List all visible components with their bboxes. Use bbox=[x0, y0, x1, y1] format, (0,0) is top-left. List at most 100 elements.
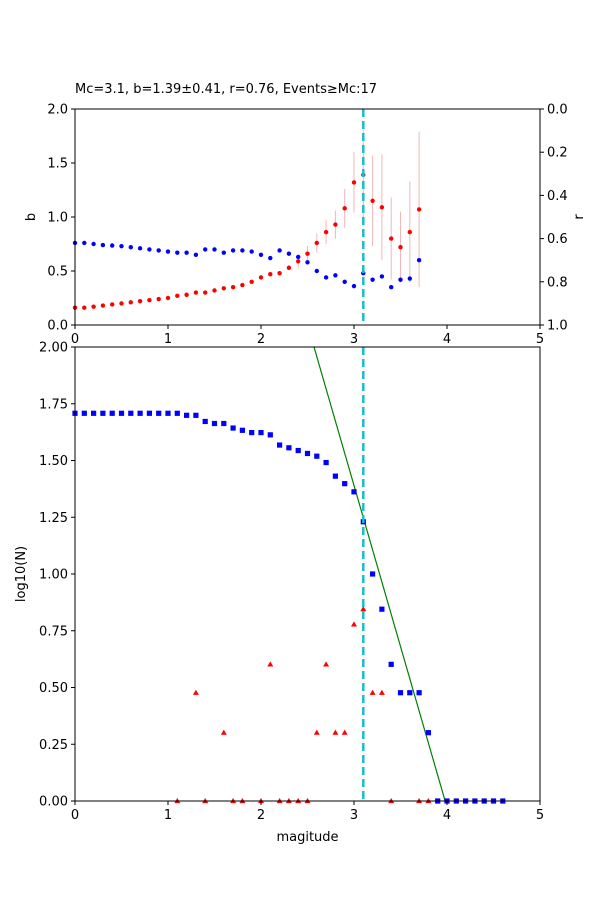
top-b-point bbox=[296, 259, 301, 264]
top-b-point bbox=[286, 265, 292, 270]
bottom-cumulative-point bbox=[230, 425, 236, 431]
bottom-cumulative-point bbox=[425, 730, 431, 736]
top-r-point bbox=[249, 249, 254, 254]
bottom-cumulative-point bbox=[239, 427, 245, 433]
top-b-point bbox=[156, 296, 161, 302]
top-b-point bbox=[212, 288, 217, 293]
bottom-cumulative-point bbox=[249, 429, 255, 436]
bottom-x-tick-label: 0 bbox=[71, 808, 79, 823]
bottom-noncumulative-point bbox=[360, 606, 367, 612]
top-y-tick-label: 2.0 bbox=[47, 103, 68, 118]
bottom-cumulative-point bbox=[388, 661, 394, 667]
top-r-point bbox=[240, 248, 245, 253]
bottom-cumulative-point bbox=[258, 429, 264, 436]
top-r-point bbox=[230, 248, 236, 253]
bottom-cumulative-point bbox=[416, 690, 422, 696]
bottom-noncumulative-point bbox=[220, 729, 227, 735]
bottom-y-axis-label: log10(N) bbox=[14, 546, 29, 602]
top-r-point bbox=[175, 250, 180, 255]
top-b-point bbox=[389, 236, 394, 241]
top-r-point bbox=[212, 247, 217, 252]
bottom-x-tick-label: 5 bbox=[536, 808, 544, 823]
top-right-y-tick-label: 1.0 bbox=[547, 319, 568, 334]
top-r-point bbox=[100, 242, 106, 248]
bottom-noncumulative-point bbox=[351, 621, 357, 627]
bottom-y-tick-label: 1.25 bbox=[39, 511, 68, 526]
top-b-point bbox=[379, 205, 385, 210]
top-r-point bbox=[416, 258, 422, 263]
top-b-point bbox=[277, 270, 282, 276]
top-b-point bbox=[175, 293, 180, 299]
bottom-cumulative-point bbox=[184, 412, 190, 418]
bottom-cumulative-point bbox=[165, 410, 171, 416]
top-r-point bbox=[286, 251, 292, 256]
bottom-cumulative-point bbox=[128, 410, 134, 416]
top-chart-title: Mc=3.1, b=1.39±0.41, r=0.76, Events≥Mc:1… bbox=[75, 82, 377, 97]
bottom-cumulative-point bbox=[277, 442, 283, 448]
top-r-point bbox=[370, 277, 375, 282]
top-b-point bbox=[370, 198, 375, 203]
top-x-tick-label: 0 bbox=[71, 332, 79, 347]
top-r-point bbox=[398, 277, 403, 282]
top-r-point bbox=[333, 273, 338, 278]
bottom-cumulative-point bbox=[193, 412, 199, 418]
bottom-noncumulative-point bbox=[378, 689, 385, 695]
bottom-noncumulative-point bbox=[332, 729, 339, 735]
top-b-point bbox=[323, 229, 329, 235]
top-right-y-tick-label: 0.2 bbox=[547, 146, 568, 161]
top-r-point bbox=[323, 275, 329, 280]
top-r-point bbox=[342, 279, 347, 284]
bottom-y-tick-label: 0.00 bbox=[39, 795, 68, 810]
top-r-point bbox=[128, 245, 133, 250]
bottom-cumulative-point bbox=[323, 459, 329, 466]
bottom-cumulative-point bbox=[342, 481, 348, 487]
top-b-point bbox=[314, 240, 319, 246]
bottom-cumulative-point bbox=[146, 410, 152, 416]
top-r-point bbox=[407, 276, 412, 281]
top-y-tick-label: 1.0 bbox=[47, 211, 68, 226]
bottom-cumulative-point bbox=[332, 473, 338, 479]
top-b-point bbox=[119, 301, 124, 306]
bottom-cumulative-point bbox=[314, 453, 320, 459]
bottom-cumulative-point bbox=[211, 420, 218, 427]
top-y-tick-label: 1.5 bbox=[47, 157, 68, 172]
top-right-y-tick-label: 0.8 bbox=[547, 275, 568, 290]
bottom-cumulative-point bbox=[202, 418, 208, 425]
bottom-y-tick-label: 2.00 bbox=[39, 341, 68, 356]
top-y-axis-label: b bbox=[24, 213, 39, 221]
bottom-cumulative-point bbox=[267, 432, 273, 438]
top-r-point bbox=[147, 247, 152, 252]
top-b-point bbox=[258, 275, 264, 280]
top-r-point bbox=[379, 274, 385, 279]
top-b-point bbox=[407, 229, 412, 235]
top-r-point bbox=[137, 246, 143, 251]
top-b-point bbox=[184, 292, 189, 297]
bottom-cumulative-point bbox=[109, 410, 115, 416]
bottom-noncumulative-point bbox=[323, 661, 330, 667]
top-b-point bbox=[305, 251, 310, 256]
top-r-point bbox=[119, 243, 124, 249]
top-x-tick-label: 1 bbox=[164, 332, 172, 347]
top-right-y-tick-label: 0.6 bbox=[547, 232, 568, 247]
top-b-point bbox=[221, 286, 226, 291]
bottom-cumulative-point bbox=[397, 690, 404, 696]
bottom-fit-line bbox=[313, 347, 446, 801]
top-y-tick-label: 0.5 bbox=[47, 265, 68, 280]
top-right-y-tick-label: 0.4 bbox=[547, 189, 568, 204]
top-r-point bbox=[258, 252, 264, 257]
bottom-y-tick-label: 0.75 bbox=[39, 624, 68, 639]
top-r-point bbox=[82, 240, 87, 246]
top-r-point bbox=[91, 241, 96, 247]
top-y-tick-label: 0.0 bbox=[47, 319, 68, 334]
bottom-cumulative-point bbox=[407, 690, 413, 696]
top-b-point bbox=[240, 282, 245, 288]
bottom-cumulative-point bbox=[351, 489, 357, 495]
bottom-x-tick-label: 4 bbox=[443, 808, 451, 823]
bottom-noncumulative-point bbox=[313, 729, 320, 735]
bottom-cumulative-point bbox=[379, 606, 385, 612]
bottom-cumulative-point bbox=[304, 450, 311, 457]
bottom-y-tick-label: 1.75 bbox=[39, 397, 68, 412]
top-b-point bbox=[147, 297, 152, 303]
top-b-point bbox=[165, 295, 171, 301]
